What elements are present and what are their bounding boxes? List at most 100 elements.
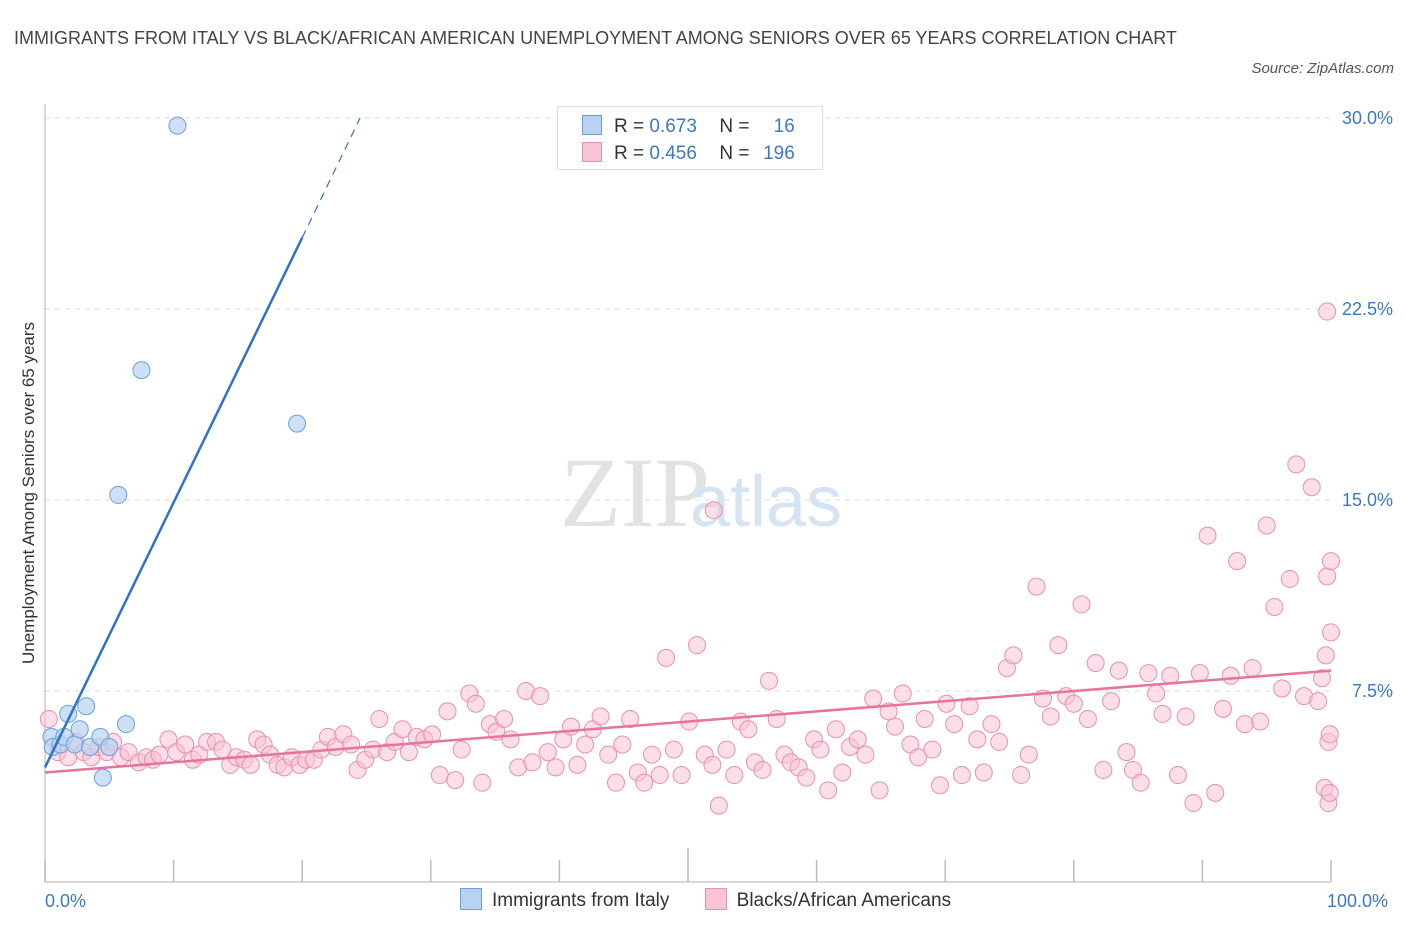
data-point-blacks [1318, 302, 1337, 321]
data-point-blacks [452, 740, 471, 759]
data-point-blacks [241, 755, 260, 774]
data-point-blacks [886, 717, 905, 736]
data-point-blacks [1316, 646, 1335, 665]
italy-n-value: 16 [773, 116, 795, 137]
y-tick-label: 7.5% [1352, 681, 1393, 701]
data-point-blacks [864, 689, 883, 708]
series-blacks-points [39, 302, 1340, 815]
data-point-blacks [1019, 745, 1038, 764]
data-point-blacks [613, 735, 632, 754]
data-point-blacks [1064, 694, 1083, 713]
data-point-blacks [1041, 707, 1060, 726]
data-point-blacks [430, 766, 449, 785]
data-point-blacks [523, 753, 542, 772]
data-point-blacks [893, 684, 912, 703]
data-point-blacks [717, 740, 736, 759]
data-point-blacks [1049, 636, 1068, 655]
data-point-blacks [1198, 526, 1217, 545]
data-point-blacks [739, 720, 758, 739]
data-point-blacks [909, 748, 928, 767]
data-point-blacks [1168, 766, 1187, 785]
data-point-blacks [150, 745, 169, 764]
data-point-blacks [1251, 712, 1270, 731]
data-point-blacks [1228, 552, 1247, 571]
data-point-blacks [797, 768, 816, 787]
data-point-blacks [848, 730, 867, 749]
data-point-blacks [968, 730, 987, 749]
data-point-blacks [1257, 516, 1276, 535]
blacks-swatch [582, 142, 602, 162]
data-point-blacks [1273, 679, 1292, 698]
legend-row-blacks: R = 0.456 N = 196 [582, 142, 795, 166]
data-point-italy [65, 735, 84, 754]
data-point-blacks [974, 763, 993, 782]
data-point-blacks [495, 710, 514, 729]
data-point-blacks [501, 730, 520, 749]
correlation-legend: R = 0.673 N = 16 R = 0.456 N = 196 [557, 106, 823, 170]
data-point-blacks [1243, 659, 1262, 678]
data-point-blacks [664, 740, 683, 759]
data-point-blacks [606, 773, 625, 792]
series-legend: Immigrants from Italy Blacks/African Ame… [460, 888, 981, 912]
data-point-blacks [952, 766, 971, 785]
data-point-blacks [703, 755, 722, 774]
data-point-blacks [576, 735, 595, 754]
data-point-blacks [1190, 664, 1209, 683]
legend-row-italy: R = 0.673 N = 16 [582, 115, 795, 139]
italy-n-label: N = [719, 116, 750, 137]
data-point-blacks [811, 740, 830, 759]
data-point-blacks [1012, 766, 1031, 785]
data-point-blacks [1086, 653, 1105, 672]
data-point-blacks [923, 740, 942, 759]
data-point-blacks [393, 720, 412, 739]
italy-r-value: 0.673 [649, 116, 697, 137]
data-point-blacks [1287, 455, 1306, 474]
data-point-blacks [546, 758, 565, 777]
data-point-blacks [473, 773, 492, 792]
x-tick-label-0: 0.0% [45, 891, 87, 911]
legend-swatch-blacks [704, 888, 727, 910]
trend-lines [43, 117, 1332, 774]
watermark-zip: ZIP [560, 437, 710, 548]
data-point-blacks [176, 735, 195, 754]
data-point-blacks [760, 671, 779, 690]
y-tick-label: 15.0% [1342, 490, 1393, 510]
legend-swatch-italy [460, 888, 482, 910]
italy-r-label: R = [614, 116, 645, 137]
data-point-blacks [1117, 743, 1136, 762]
data-point-blacks [635, 773, 654, 792]
data-point-blacks [1320, 783, 1339, 802]
legend-item-blacks[interactable]: Blacks/African Americans [704, 888, 952, 912]
data-point-blacks [446, 771, 465, 790]
y-tick-label: 22.5% [1342, 299, 1393, 319]
data-point-blacks [725, 766, 744, 785]
data-point-blacks [1309, 692, 1328, 711]
data-point-blacks [1078, 710, 1097, 729]
watermark: ZIP atlas [560, 437, 842, 548]
data-point-italy [70, 720, 89, 739]
data-point-blacks [531, 687, 550, 706]
data-point-blacks [856, 745, 875, 764]
data-point-blacks [1213, 699, 1232, 718]
legend-item-italy[interactable]: Immigrants from Italy [460, 888, 669, 912]
data-point-blacks [657, 648, 676, 667]
data-point-blacks [1109, 661, 1128, 680]
italy-swatch [582, 115, 602, 135]
data-point-blacks [39, 710, 58, 729]
data-point-blacks [642, 745, 661, 764]
data-point-blacks [990, 732, 1009, 751]
legend-label-blacks: Blacks/African Americans [736, 890, 952, 911]
y-axis-label: Unemployment Among Seniors over 65 years [19, 321, 38, 665]
data-point-blacks [672, 766, 691, 785]
x-tick-label-100: 100.0% [1327, 891, 1389, 911]
legend-label-italy: Immigrants from Italy [492, 890, 670, 911]
axis-layer [44, 104, 1332, 883]
data-point-blacks [960, 697, 979, 716]
blacks-n-value: 196 [763, 143, 795, 164]
data-point-blacks [1184, 794, 1203, 813]
y-tick-label: 30.0% [1342, 108, 1393, 128]
series-italy-points [42, 116, 307, 787]
data-point-blacks [1027, 577, 1046, 596]
data-point-blacks [1139, 664, 1158, 683]
data-point-blacks [931, 776, 950, 795]
